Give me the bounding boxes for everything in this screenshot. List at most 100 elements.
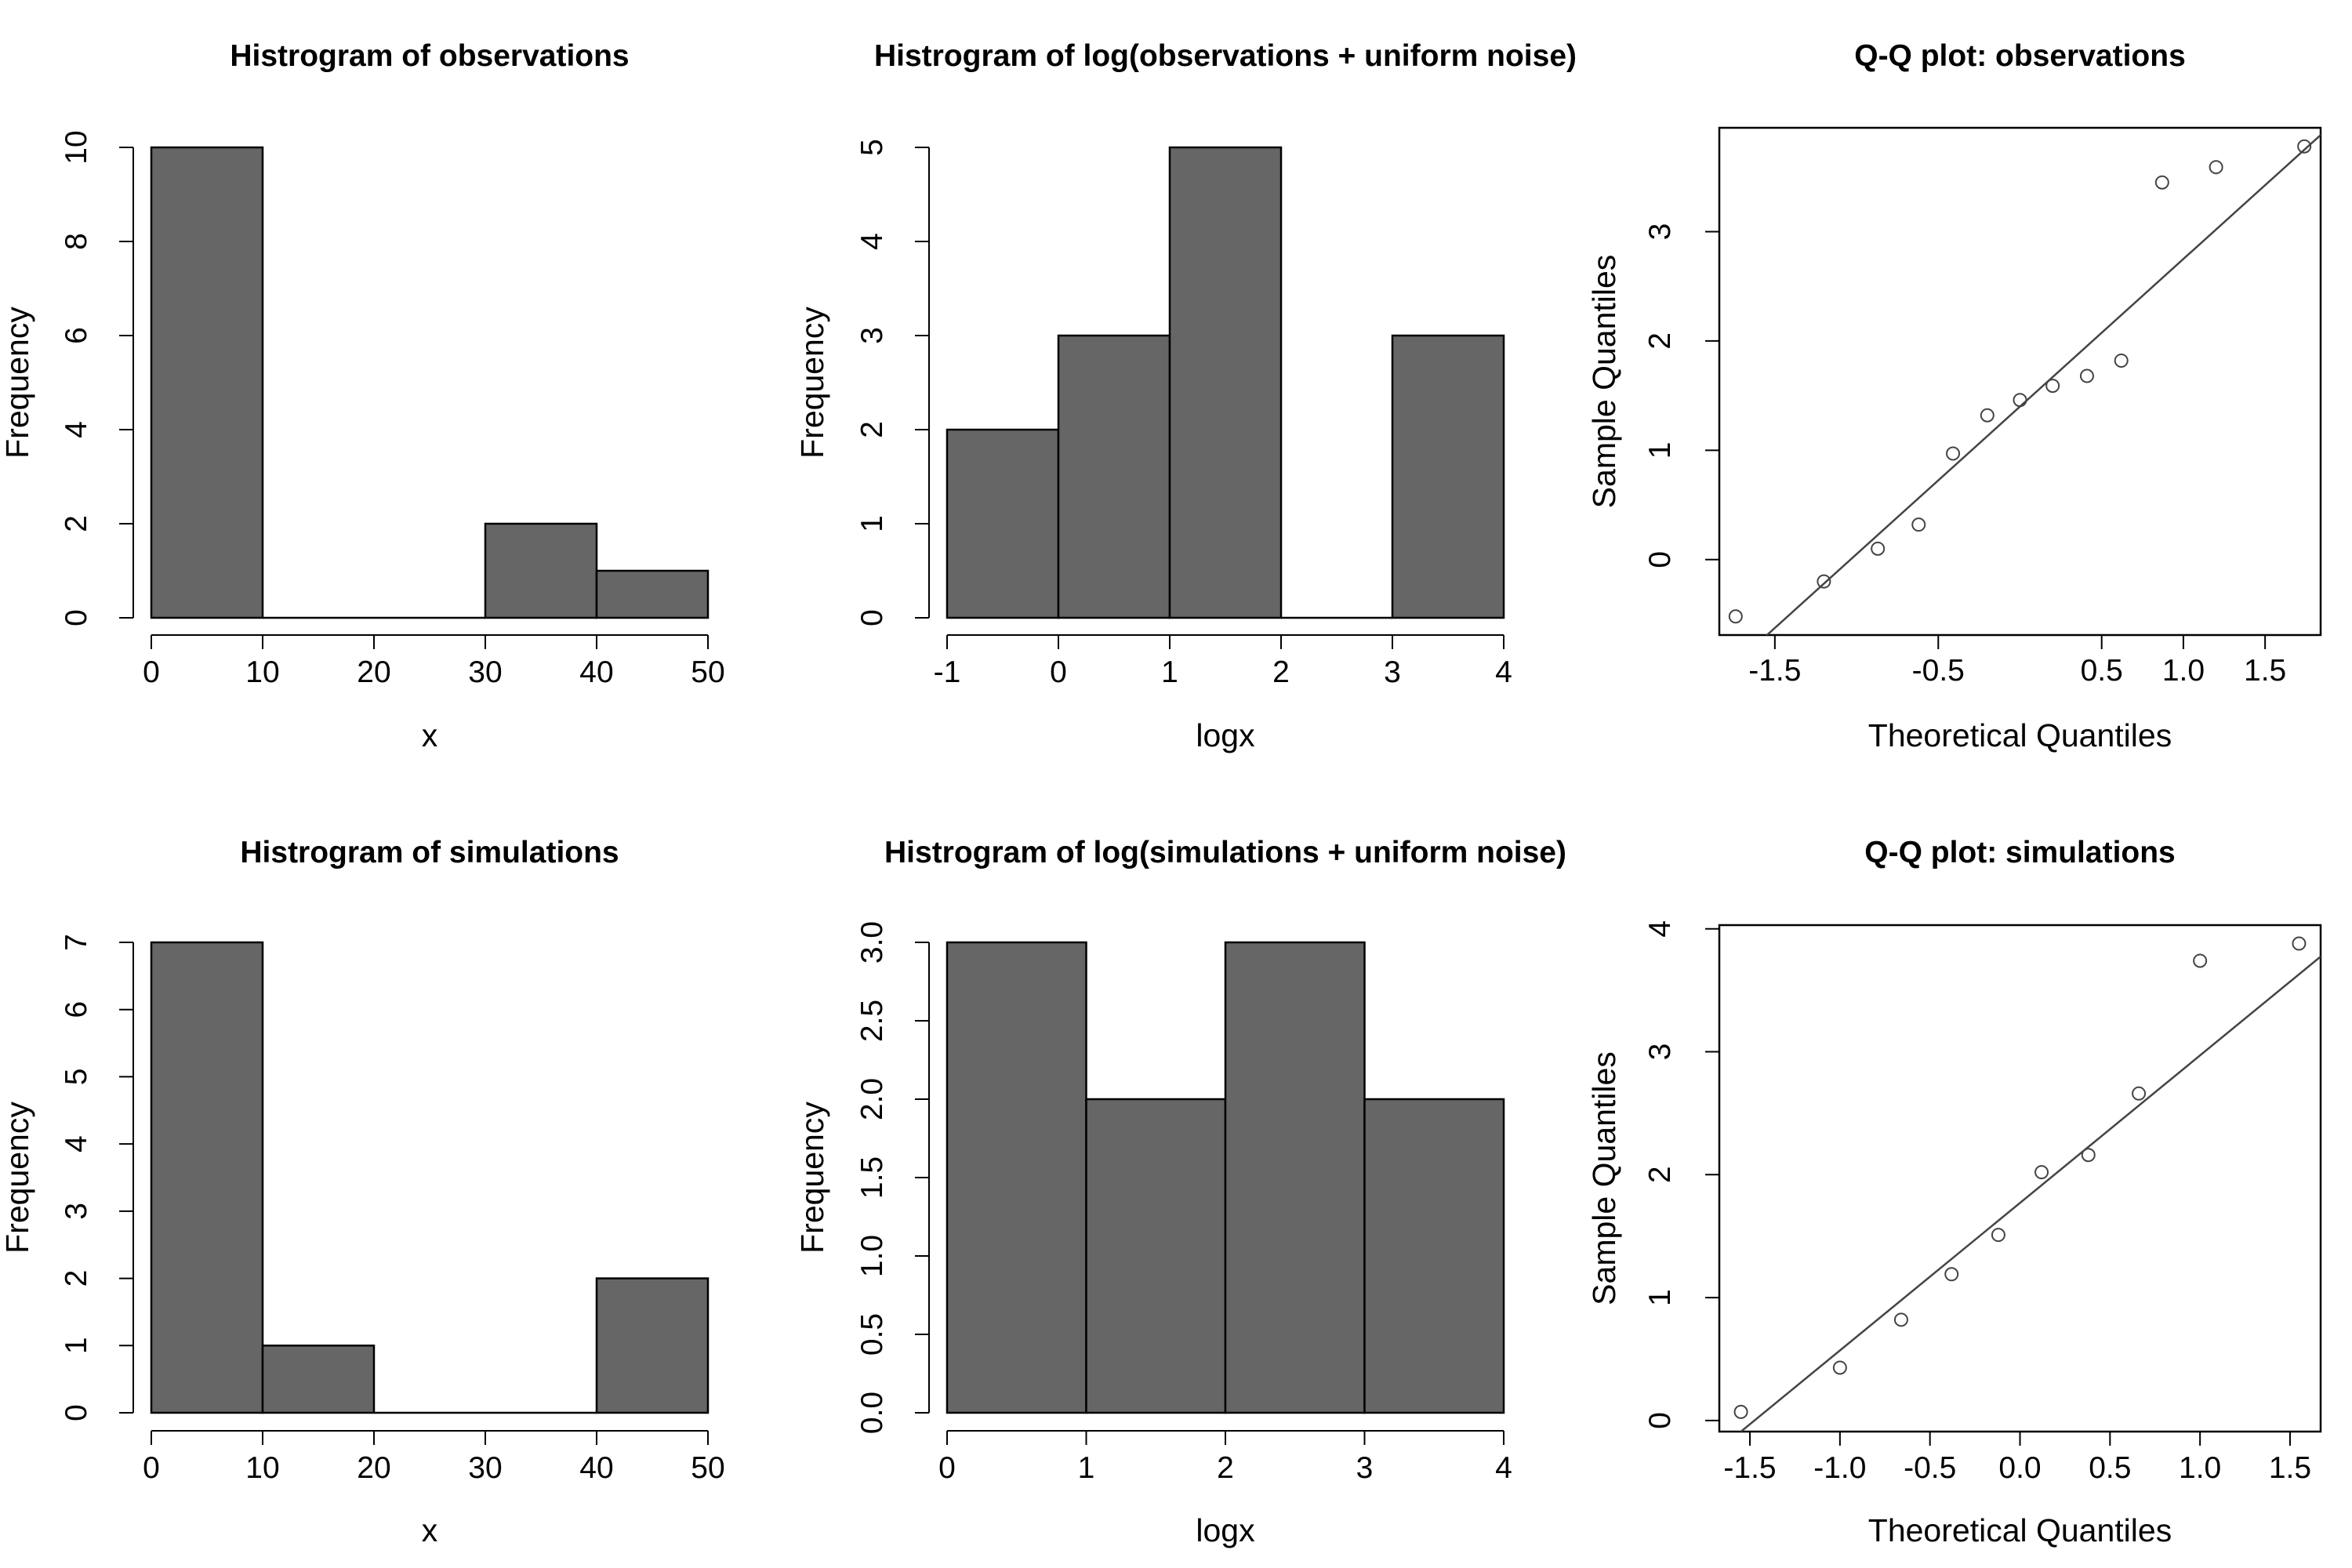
qq-point	[1991, 1228, 2005, 1243]
x-tick-label: -1.5	[1723, 1451, 1776, 1485]
x-tick-label: 0	[1050, 655, 1067, 689]
x-tick-label: 1.0	[2179, 1451, 2221, 1485]
x-tick-label: -1.0	[1813, 1451, 1866, 1485]
qq-point	[2079, 368, 2094, 383]
y-tick-label: 5	[60, 1069, 93, 1086]
qq-point	[2034, 1165, 2049, 1180]
y-tick-label: 6	[60, 327, 93, 344]
y-tick-label: 2	[855, 421, 889, 438]
qq-point	[2154, 175, 2169, 190]
x-tick-label: 50	[691, 655, 724, 689]
y-tick-label: 1.0	[855, 1235, 889, 1277]
qq-point	[2193, 953, 2208, 968]
x-tick-label: 0.5	[2081, 654, 2123, 688]
y-tick-label: 1	[1643, 441, 1677, 459]
histogram-bar	[1224, 941, 1366, 1414]
y-tick-label: 1	[60, 1337, 93, 1354]
histogram-bar	[1168, 146, 1283, 619]
y-tick-label: 2	[60, 515, 93, 532]
y-tick-label: 0	[60, 1404, 93, 1421]
qq-reference-line	[1739, 955, 2321, 1432]
y-axis-label: Frequency	[0, 1102, 35, 1254]
x-tick-label: 4	[1495, 1451, 1512, 1485]
x-tick-label: 0.5	[2089, 1451, 2131, 1485]
histogram-bar	[595, 1277, 710, 1414]
y-tick-label: 4	[60, 1135, 93, 1152]
panel-5: Histrogram of log(simulations + uniform …	[794, 836, 1566, 1548]
x-tick-label: -0.5	[1912, 654, 1965, 688]
x-tick-label: 1.0	[2162, 654, 2205, 688]
y-tick-label: 0.5	[855, 1313, 889, 1356]
y-tick-label: 3	[60, 1203, 93, 1220]
x-tick-label: 0	[143, 1451, 160, 1485]
y-tick-label: 2.5	[855, 1000, 889, 1042]
histogram-bar	[150, 146, 264, 619]
qq-point	[2081, 1148, 2096, 1163]
panel-4: Histrogram of simulations 0 10 20 30 40 50 0 1 2 3…	[0, 836, 725, 1548]
y-tick-label: 0	[855, 609, 889, 626]
histogram-bar	[261, 1345, 376, 1414]
y-tick-label: 5	[855, 139, 889, 156]
histogram-bar	[1363, 1098, 1505, 1414]
x-axis-label: Theoretical Quantiles	[1868, 1512, 2172, 1548]
y-tick-label: 0	[1643, 1412, 1677, 1429]
y-axis-label: Frequency	[794, 307, 830, 459]
histogram-bar	[946, 941, 1087, 1414]
panel-title: Histrogram of log(observations + uniform…	[874, 39, 1577, 73]
x-tick-label: 1.5	[2244, 654, 2286, 688]
x-tick-label: 40	[579, 1451, 613, 1485]
x-tick-label: -0.5	[1904, 1451, 1956, 1485]
histogram-bar	[946, 428, 1060, 619]
y-tick-label: 2	[60, 1270, 93, 1287]
y-tick-label: 3	[855, 327, 889, 344]
qq-point	[1980, 408, 1994, 423]
qq-point	[1946, 446, 1961, 461]
y-tick-label: 3.0	[855, 921, 889, 964]
panel-6: Q-Q plot: simulations -1.5 -1.0 -0.5 0.0 0.5 1…	[1586, 836, 2322, 1548]
qq-reference-line	[1765, 133, 2321, 635]
y-axis-label: Sample Quantiles	[1586, 1051, 1622, 1305]
y-tick-label: 2	[1643, 1166, 1677, 1183]
qq-point	[2045, 379, 2060, 394]
x-tick-label: 20	[357, 1451, 390, 1485]
x-tick-label: 0	[143, 655, 160, 689]
y-tick-label: 1	[1643, 1289, 1677, 1306]
qq-point	[1832, 1360, 1847, 1375]
panel-title: Q-Q plot: simulations	[1864, 836, 2176, 869]
panel-title: Histrogram of log(simulations + uniform …	[884, 836, 1566, 869]
x-tick-label: 50	[691, 1451, 724, 1485]
qq-point	[1911, 517, 1926, 532]
histogram-bar	[1085, 1098, 1227, 1414]
x-tick-label: 4	[1495, 655, 1512, 689]
qq-point	[1944, 1267, 1959, 1282]
histogram-bar	[1057, 334, 1171, 619]
qq-point	[1893, 1312, 1908, 1327]
x-tick-label: -1	[934, 655, 961, 689]
panel-title: Histrogram of simulations	[240, 836, 619, 869]
x-axis-label: x	[422, 717, 438, 753]
x-tick-label: 30	[468, 655, 502, 689]
qq-point	[2114, 354, 2129, 368]
x-tick-label: -1.5	[1748, 654, 1801, 688]
histogram-bar	[595, 569, 710, 619]
x-axis-label: Theoretical Quantiles	[1868, 717, 2172, 753]
y-tick-label: 10	[60, 130, 93, 164]
x-tick-label: 3	[1356, 1451, 1374, 1485]
plot-box	[1718, 924, 2322, 1433]
y-axis-label: Frequency	[0, 307, 35, 459]
qq-point	[1733, 1404, 1748, 1419]
y-tick-label: 0.0	[855, 1392, 889, 1434]
y-tick-label: 7	[60, 934, 93, 951]
x-tick-label: 0.0	[1998, 1451, 2041, 1485]
panel-1: Histrogram of observations 0 10 20 30 40 50 0 2 4…	[0, 39, 725, 753]
panel-3: Q-Q plot: observations -1.5 -0.5 0.5 1.0 1.5 0…	[1586, 39, 2322, 753]
panel-title: Histrogram of observations	[230, 39, 629, 73]
y-tick-label: 0	[60, 609, 93, 626]
x-axis-label: logx	[1196, 1512, 1255, 1548]
x-tick-label: 3	[1384, 655, 1401, 689]
y-tick-label: 3	[1643, 1044, 1677, 1061]
x-tick-label: 2	[1217, 1451, 1234, 1485]
qq-point	[2292, 936, 2307, 951]
x-tick-label: 10	[245, 1451, 279, 1485]
